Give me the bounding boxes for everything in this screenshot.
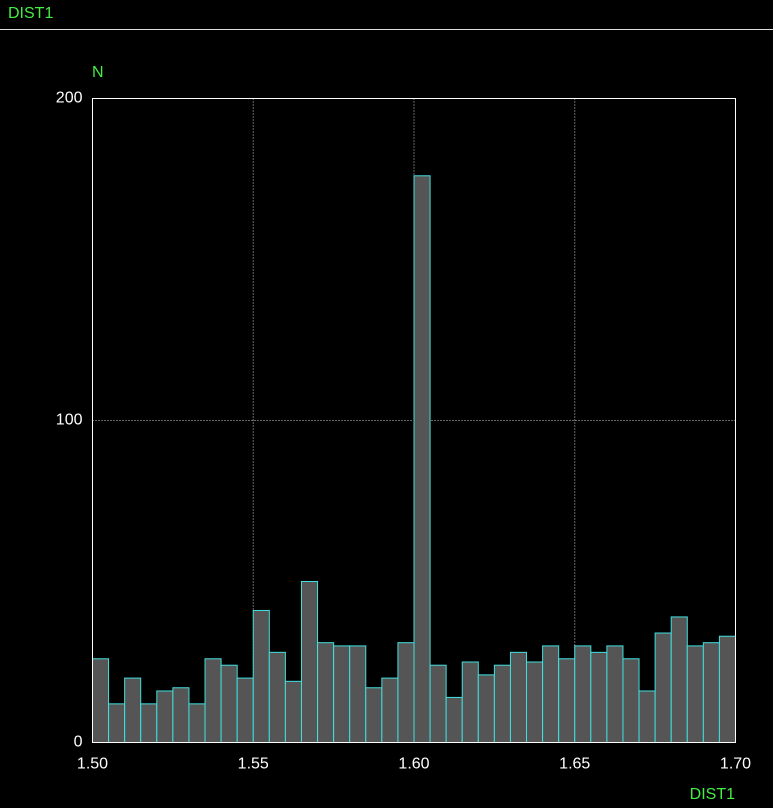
histogram-bar	[381, 677, 399, 743]
x-tick-label: 1.55	[238, 756, 269, 773]
histogram-bar	[429, 664, 447, 743]
histogram-bar	[188, 703, 206, 743]
x-tick-label: 1.65	[559, 756, 590, 773]
histogram-bar	[204, 658, 222, 744]
histogram-bar	[413, 175, 431, 743]
histogram-bar	[574, 645, 592, 744]
histogram-bar	[445, 696, 463, 743]
x-tick-label: 1.70	[720, 756, 751, 773]
histogram-bar	[124, 677, 142, 743]
histogram-bar	[606, 645, 624, 744]
y-axis-label: N	[92, 64, 104, 81]
histogram-bar	[509, 651, 528, 744]
histogram-bar	[702, 642, 720, 743]
histogram-bar	[718, 635, 736, 743]
histogram-bar	[526, 661, 544, 743]
histogram-bar	[156, 690, 174, 743]
histogram-bar	[461, 661, 479, 743]
y-tick-label: 200	[56, 90, 83, 107]
histogram-bar	[638, 690, 656, 743]
histogram-bar	[590, 651, 608, 744]
histogram-bar	[493, 664, 511, 743]
x-axis-label: DIST1	[690, 786, 735, 803]
histogram-bar	[542, 645, 560, 744]
x-tick-label: 1.50	[77, 756, 108, 773]
histogram-bar	[349, 645, 367, 744]
histogram-bar	[397, 642, 415, 743]
histogram-bar	[268, 651, 286, 744]
histogram-bar	[108, 703, 126, 743]
histogram-bar	[477, 674, 495, 744]
histogram-bar	[172, 687, 190, 744]
plot-frame	[92, 98, 736, 743]
histogram-bar	[92, 658, 110, 744]
histogram-bar	[220, 664, 238, 743]
histogram-bar	[284, 680, 302, 744]
histogram-bar	[622, 658, 640, 744]
y-tick-label: 100	[56, 412, 83, 429]
histogram-bar	[236, 677, 254, 743]
histogram-bar	[686, 645, 704, 744]
histogram-bar	[140, 703, 158, 743]
x-tick-label: 1.60	[398, 756, 429, 773]
histogram-bar	[300, 581, 319, 743]
histogram-bar	[654, 632, 672, 744]
histogram-bar	[252, 609, 270, 743]
histogram-bar	[558, 658, 576, 744]
histogram-bar	[670, 616, 688, 743]
histogram-bar	[317, 642, 335, 743]
histogram-bar	[365, 687, 383, 744]
histogram-bar	[333, 645, 351, 744]
y-tick-label: 0	[74, 734, 83, 751]
header-title: DIST1	[8, 5, 53, 22]
